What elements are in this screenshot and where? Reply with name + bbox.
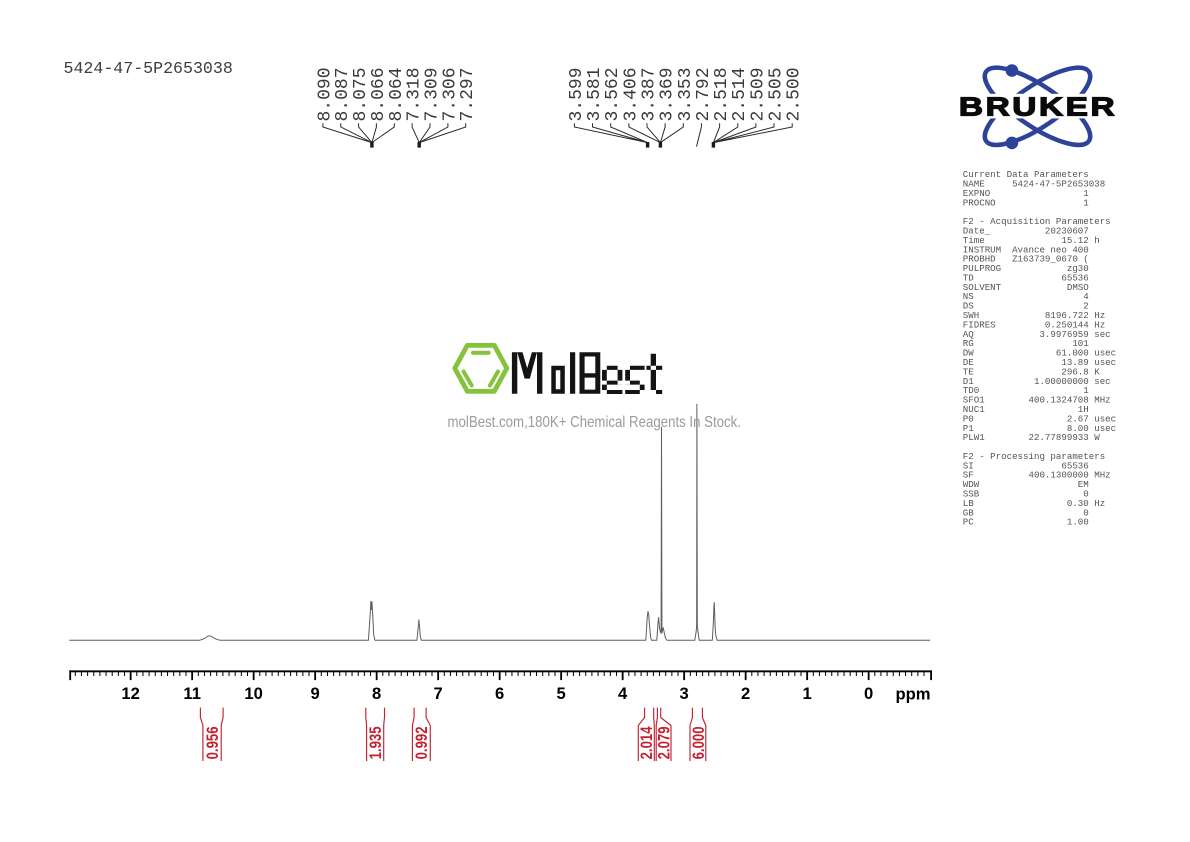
svg-text:7: 7 [434, 684, 443, 703]
svg-text:3: 3 [680, 684, 689, 703]
svg-text:WDW EM: WDW EM [963, 479, 1089, 490]
svg-text:D1 1.00000000 sec: D1 1.00000000 sec [963, 376, 1111, 387]
svg-text:PC 1.00: PC 1.00 [963, 517, 1089, 528]
svg-text:GB 0: GB 0 [963, 507, 1089, 518]
svg-text:8.087: 8.087 [333, 67, 353, 121]
svg-text:TD 65536: TD 65536 [963, 272, 1089, 283]
svg-text:FIDRES 0.250144 Hz: FIDRES 0.250144 Hz [963, 319, 1105, 330]
svg-text:DW 61.000 usec: DW 61.000 usec [963, 348, 1116, 359]
svg-text:9: 9 [311, 684, 320, 703]
svg-text:Current Data Parameters: Current Data Parameters [963, 169, 1089, 180]
svg-text:F2 - Acquisition Parameters: F2 - Acquisition Parameters [963, 216, 1111, 227]
svg-text:INSTRUM Avance neo 400: INSTRUM Avance neo 400 [963, 244, 1089, 255]
svg-text:7.306: 7.306 [440, 67, 460, 121]
svg-text:SSB 0: SSB 0 [963, 489, 1089, 500]
svg-text:5: 5 [557, 684, 566, 703]
svg-text:3.353: 3.353 [676, 67, 696, 121]
svg-text:7.309: 7.309 [423, 67, 443, 121]
svg-text:2.014: 2.014 [637, 726, 656, 760]
svg-text:EXPNO 1: EXPNO 1 [963, 188, 1089, 199]
svg-text:8: 8 [372, 684, 381, 703]
svg-text:SF 400.1300000 MHz: SF 400.1300000 MHz [963, 470, 1111, 481]
svg-text:P1 8.00 usec: P1 8.00 usec [963, 423, 1116, 434]
svg-text:2.518: 2.518 [712, 67, 732, 121]
svg-text:LB 0.30 Hz: LB 0.30 Hz [963, 498, 1105, 509]
svg-text:7.318: 7.318 [405, 67, 425, 121]
svg-text:2.505: 2.505 [767, 67, 787, 121]
svg-text:8.064: 8.064 [387, 67, 407, 121]
svg-text:AQ 3.9976959 sec: AQ 3.9976959 sec [963, 329, 1111, 340]
svg-text:DE 13.89 usec: DE 13.89 usec [963, 357, 1116, 368]
svg-text:TE 296.8 K: TE 296.8 K [963, 366, 1100, 377]
svg-text:10: 10 [244, 684, 262, 703]
svg-text:PROCNO 1: PROCNO 1 [963, 197, 1089, 208]
svg-text:6.000: 6.000 [689, 726, 708, 759]
svg-text:1: 1 [803, 684, 812, 703]
svg-text:SWH 8196.722 Hz: SWH 8196.722 Hz [963, 310, 1105, 321]
svg-text:TD0 1: TD0 1 [963, 385, 1089, 396]
svg-text:BRUKER: BRUKER [959, 93, 1117, 122]
svg-text:5424-47-5P2653038: 5424-47-5P2653038 [64, 59, 233, 78]
svg-text:PULPROG zg30: PULPROG zg30 [963, 263, 1089, 274]
svg-text:NAME 5424-47-5P2653038: NAME 5424-47-5P2653038 [963, 179, 1105, 190]
svg-text:PROBHD Z163739_0670 (: PROBHD Z163739_0670 ( [963, 254, 1089, 265]
svg-text:2.514: 2.514 [730, 67, 750, 121]
svg-text:8.066: 8.066 [369, 67, 389, 121]
svg-text:0.992: 0.992 [412, 726, 431, 759]
svg-text:2.079: 2.079 [655, 726, 674, 759]
svg-text:ppm: ppm [896, 684, 931, 703]
svg-text:8.090: 8.090 [315, 67, 335, 121]
svg-text:1.935: 1.935 [366, 726, 385, 759]
svg-text:NUC1 1H: NUC1 1H [963, 404, 1089, 415]
svg-text:NS 4: NS 4 [963, 291, 1089, 302]
svg-text:molBest.com,180K+ Chemical Rea: molBest.com,180K+ Chemical Reagents In S… [448, 414, 742, 431]
svg-text:P0 2.67 usec: P0 2.67 usec [963, 413, 1116, 424]
svg-text:2.792: 2.792 [694, 67, 714, 121]
svg-text:12: 12 [121, 684, 139, 703]
svg-text:SFO1 400.1324708 MHz: SFO1 400.1324708 MHz [963, 395, 1111, 406]
svg-text:SOLVENT DMSO: SOLVENT DMSO [963, 282, 1089, 293]
svg-text:RG 101: RG 101 [963, 338, 1089, 349]
svg-text:2: 2 [741, 684, 750, 703]
svg-text:7.297: 7.297 [458, 67, 478, 121]
svg-text:8.075: 8.075 [351, 67, 371, 121]
svg-text:3.387: 3.387 [640, 67, 660, 121]
svg-text:3.581: 3.581 [585, 67, 605, 121]
svg-text:4: 4 [618, 684, 628, 703]
svg-text:Time 15.12 h: Time 15.12 h [963, 235, 1100, 246]
svg-text:11: 11 [183, 684, 201, 703]
svg-text:3.562: 3.562 [603, 67, 623, 121]
svg-text:DS 2: DS 2 [963, 301, 1089, 312]
svg-text:2.509: 2.509 [748, 67, 768, 121]
svg-text:6: 6 [495, 684, 504, 703]
svg-text:3.369: 3.369 [658, 67, 678, 121]
svg-text:2.500: 2.500 [785, 67, 805, 121]
svg-text:PLW1 22.77899933 W: PLW1 22.77899933 W [963, 432, 1100, 443]
svg-text:3.406: 3.406 [621, 67, 641, 121]
svg-text:Date_ 20230607: Date_ 20230607 [963, 225, 1089, 236]
svg-text:0: 0 [864, 684, 873, 703]
svg-text:SI 65536: SI 65536 [963, 460, 1089, 471]
svg-text:F2 - Processing parameters: F2 - Processing parameters [963, 451, 1105, 462]
svg-text:0.956: 0.956 [203, 726, 222, 759]
svg-text:3.599: 3.599 [567, 67, 587, 121]
